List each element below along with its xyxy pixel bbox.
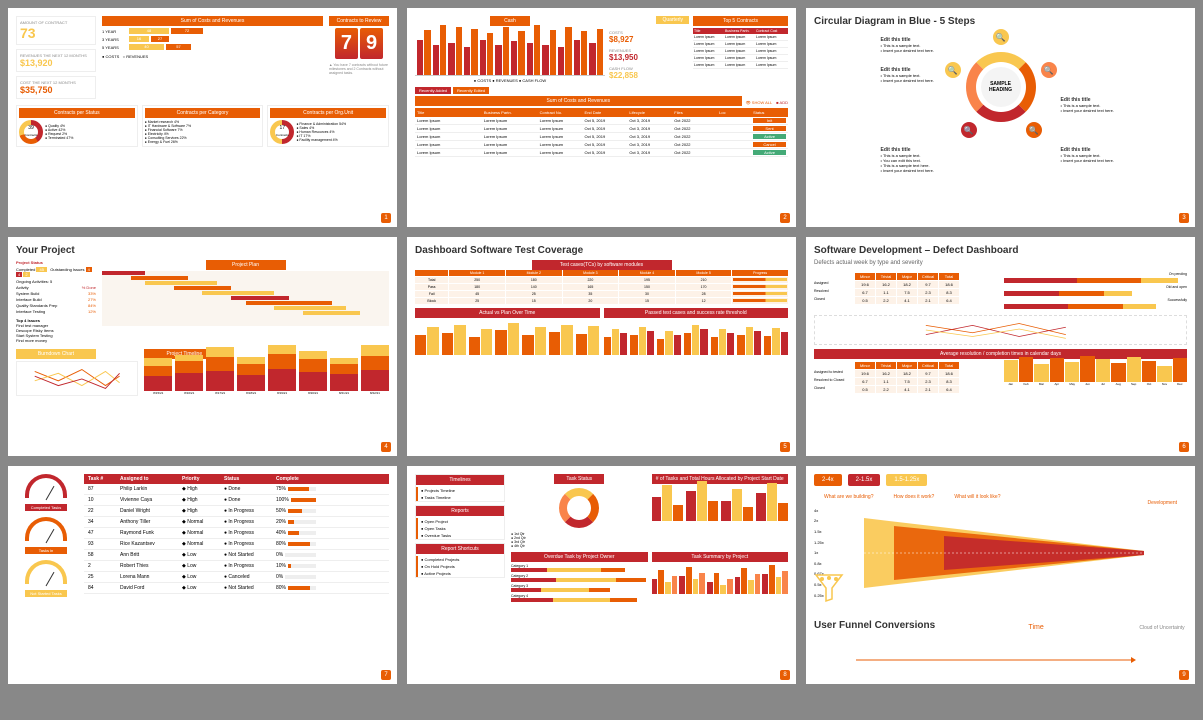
metric-costs: COSTS$8,927 xyxy=(609,30,689,44)
table-row: 25Lorena Mann◆ Low● Canceled0% xyxy=(84,572,389,583)
table-row: 58Ann Britt◆ Low● Not Started0% xyxy=(84,550,389,561)
slide-9: 2-4x 2-1.5x 1.5-1.25x What are we building… xyxy=(806,466,1195,685)
tab-recently-added[interactable]: Recently Added xyxy=(415,87,451,94)
quarterly-button[interactable]: Quarterly xyxy=(656,16,689,24)
sidebar-section: Report Shortcuts● Completed Projects● On… xyxy=(415,543,505,578)
table-row: 10Vivienne Caya◆ High● Done100% xyxy=(84,495,389,506)
table-row: 47Raymond Funk◆ Normal● In Progress40% xyxy=(84,528,389,539)
tab-recently-edited[interactable]: Recently Edited xyxy=(453,87,489,94)
slide-7: Completed Tasks Tasks in Not Started Tasks… xyxy=(8,466,397,685)
table-row: 84David Ford◆ Low● Not Started80% xyxy=(84,583,389,594)
show-all-button[interactable]: 👁 SHOW ALL xyxy=(746,100,773,105)
cash-chart: Cash ● COSTS ● REVENUES ● CASH FLOW xyxy=(415,16,605,83)
funnel-question: How does it work? xyxy=(893,494,934,500)
table-row: 87Philip Larkin◆ High● Done75% xyxy=(84,484,389,495)
defect-line-chart xyxy=(814,315,1187,345)
slide-1: AMOUNT OF CONTRACT 73 REVENUES THE NEXT … xyxy=(8,8,397,227)
slide-8: Timelines● Projects Timeline● Tasks Time… xyxy=(407,466,796,685)
sidebar-item[interactable]: ● Open Project xyxy=(416,518,504,525)
multiplier-badge: 1.5-1.25x xyxy=(886,474,927,486)
gauge-completed-tasks: Completed Tasks xyxy=(25,474,67,511)
sidebar-item[interactable]: ● Tasks Timeline xyxy=(416,494,504,501)
metric-revenues: REVENUES$13,950 xyxy=(609,48,689,62)
page-number: 2 xyxy=(780,213,790,223)
page-number: 7 xyxy=(381,670,391,680)
burndown-chart: Burndown Chart xyxy=(16,349,138,396)
page-number: 4 xyxy=(381,442,391,452)
table-row: 2Robert Thies◆ Low● In Progress10% xyxy=(84,561,389,572)
add-button[interactable]: ■ ADD xyxy=(776,100,788,105)
task-table: Task #Assigned toPriorityStatusComplete … xyxy=(84,474,389,597)
actual-vs-plan-chart: Actual vs Plan Over Time xyxy=(415,308,600,355)
project-status-panel: Project Status Completed 45 Outstanding … xyxy=(16,260,96,343)
project-plan-gantt: Project Plan xyxy=(102,260,389,343)
overdue-chart: Overdue Task by Project Owner Category 1… xyxy=(511,552,648,604)
contracts-to-review: Contracts to Review 79 ▲ You have 7 cont… xyxy=(329,16,389,99)
gauge-tasks-in: Tasks in xyxy=(25,517,67,554)
sidebar-item[interactable]: ● Active Projects xyxy=(416,570,504,577)
top5-contracts: Top 5 Contracts TitleBusiness Partn.Cont… xyxy=(693,16,788,83)
page-number: 8 xyxy=(780,670,790,680)
metric-revenues: REVENUES THE NEXT 12 MONTHS $13,920 xyxy=(16,49,96,72)
slide-4: Your Project Project Status Completed 45… xyxy=(8,237,397,456)
tasks-hours-chart: # of Tasks and Total Hours Allocated by … xyxy=(652,474,789,548)
uncertainty-cone xyxy=(864,508,1144,598)
sidebar-item[interactable]: ● Overdue Tasks xyxy=(416,532,504,539)
funnel-icon xyxy=(814,573,844,603)
gauge-not-started-tasks: Not Started Tasks xyxy=(25,560,67,597)
task-status-donut: Task Status ● 1st Qtr● 2nd Qtr● 3rd Qtr●… xyxy=(511,474,648,548)
sidebar-item[interactable]: ● Open Tasks xyxy=(416,525,504,532)
table-row: 22Daniel Wright◆ High● In Progress50% xyxy=(84,506,389,517)
multiplier-badge: 2-1.5x xyxy=(848,474,881,486)
slide-6: Software Development – Defect Dashboard … xyxy=(806,237,1195,456)
sidebar-item[interactable]: ● Completed Projects xyxy=(416,556,504,563)
page-number: 6 xyxy=(1179,442,1189,452)
slide-2: Cash ● COSTS ● REVENUES ● CASH FLOW Quar… xyxy=(407,8,796,227)
page-number: 1 xyxy=(381,213,391,223)
sidebar-section: Timelines● Projects Timeline● Tasks Time… xyxy=(415,474,505,502)
sidebar-item[interactable]: ● On Hold Projects xyxy=(416,563,504,570)
defect-table-top: MinorTrivialMajorCriticalTotalAssigned19… xyxy=(814,272,998,311)
sidebar-item[interactable]: ● Projects Timeline xyxy=(416,487,504,494)
defect-hbars: On pendingOld and openSuccessfully xyxy=(1004,272,1188,311)
table-row: 34Anthony Tiller◆ Normal● In Progress20% xyxy=(84,517,389,528)
sidebar-section: Reports● Open Project● Open Tasks● Overd… xyxy=(415,505,505,540)
test-cases-table: Test cases(TCs) by software modules Modu… xyxy=(415,260,788,304)
multiplier-badge: 2-4x xyxy=(814,474,842,486)
slide-5: Dashboard Software Test Coverage Test ca… xyxy=(407,237,796,456)
page-number: 5 xyxy=(780,442,790,452)
passed-tests-chart: Passed test cases and success rate thres… xyxy=(604,308,789,355)
page-number: 3 xyxy=(1179,213,1189,223)
bar-chart-costs-revenues: Sum of Costs and Revenues 1 YEAR48723 YE… xyxy=(102,16,323,99)
funnel-question: What are we building? xyxy=(824,494,873,500)
metric-costs: COST THE NEXT 12 MONTHS $35,750 xyxy=(16,76,96,99)
monthly-bars: JanFebMarAprMayJunJulAugSepOctNovDec xyxy=(1004,361,1188,394)
metric-cashflow: CASH FLOW$22,858 xyxy=(609,66,689,80)
task-summary-chart: Task Summary by Project xyxy=(652,552,789,604)
project-timeline: Project Timeline 8/15/218/16/218/17/218/… xyxy=(144,349,389,396)
page-number: 9 xyxy=(1179,670,1189,680)
resolution-table: MinorTrivialMajorCriticalTotalAssigned t… xyxy=(814,361,998,394)
funnel-question: What will it look like? xyxy=(954,494,1000,500)
metric-contract-amount: AMOUNT OF CONTRACT 73 xyxy=(16,16,96,45)
table-row: 93Rice Kazantsev◆ Normal● In Progress80% xyxy=(84,539,389,550)
slide-3: Circular Diagram in Blue - 5 Steps SAMPL… xyxy=(806,8,1195,227)
